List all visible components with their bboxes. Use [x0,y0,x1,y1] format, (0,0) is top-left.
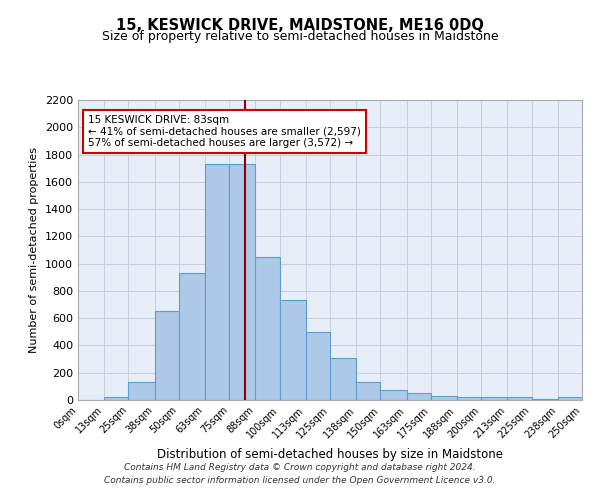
Text: Size of property relative to semi-detached houses in Maidstone: Size of property relative to semi-detach… [101,30,499,43]
Bar [330,358,356,400]
Bar [104,396,128,400]
Bar [155,312,179,400]
Text: 15 KESWICK DRIVE: 83sqm
← 41% of semi-detached houses are smaller (2,597)
57% of: 15 KESWICK DRIVE: 83sqm ← 41% of semi-de… [88,115,361,148]
Text: Contains public sector information licensed under the Open Government Licence v3: Contains public sector information licen… [104,476,496,485]
Bar [179,273,205,400]
Text: 15, KESWICK DRIVE, MAIDSTONE, ME16 0DQ: 15, KESWICK DRIVE, MAIDSTONE, ME16 0DQ [116,18,484,32]
Bar [481,398,508,400]
Bar [280,300,306,400]
Bar [431,396,457,400]
Bar [407,393,431,400]
Bar [356,382,380,400]
Bar [380,390,407,400]
Bar [256,257,280,400]
Bar [205,164,229,400]
Bar [229,164,256,400]
Bar [558,398,582,400]
X-axis label: Distribution of semi-detached houses by size in Maidstone: Distribution of semi-detached houses by … [157,448,503,461]
Y-axis label: Number of semi-detached properties: Number of semi-detached properties [29,147,40,353]
Bar [457,398,481,400]
Bar [306,332,330,400]
Bar [128,382,155,400]
Text: Contains HM Land Registry data © Crown copyright and database right 2024.: Contains HM Land Registry data © Crown c… [124,462,476,471]
Bar [508,398,532,400]
